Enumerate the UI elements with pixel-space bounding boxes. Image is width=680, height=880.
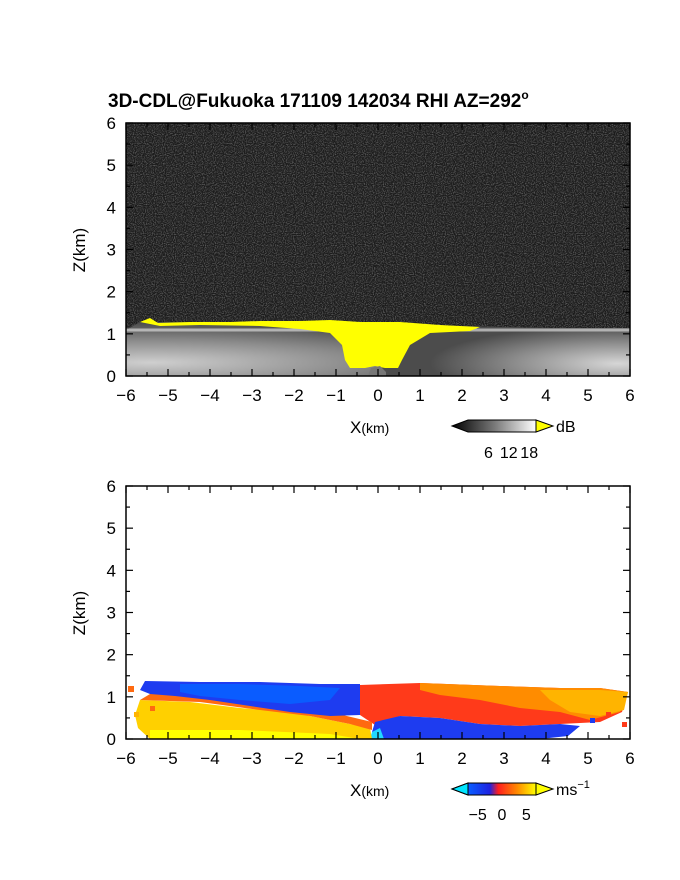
x-tick-label: 4: [541, 749, 550, 768]
x-tick-label: 3: [499, 386, 508, 405]
x-tick-label: −5: [158, 386, 177, 405]
y-tick-label: 4: [107, 198, 116, 217]
x-axis-label: X(km): [350, 418, 389, 437]
y-tick-label: 6: [107, 114, 116, 133]
y-tick-label: 3: [107, 241, 116, 260]
y-tick-label: 1: [107, 325, 116, 344]
y-tick-label: 3: [107, 604, 116, 623]
y-tick-label: 0: [107, 367, 116, 386]
colorbar-tick-label: −5: [469, 807, 487, 824]
x-tick-label: 3: [499, 749, 508, 768]
x-tick-label: −1: [326, 386, 345, 405]
x-tick-label: 4: [541, 386, 550, 405]
y-tick-label: 5: [107, 519, 116, 538]
x-tick-label: 5: [583, 749, 592, 768]
x-tick-label: −3: [242, 749, 261, 768]
backscatter-echo: [126, 318, 630, 376]
y-tick-label: 0: [107, 730, 116, 749]
colorbar-tick-label: 18: [520, 445, 538, 462]
x-tick-label: 6: [625, 386, 634, 405]
y-tick-label: 4: [107, 561, 116, 580]
x-axis-label: X(km): [350, 781, 389, 800]
colorbar-unit: ms−1: [556, 779, 590, 799]
y-tick-label: 2: [107, 283, 116, 302]
x-tick-label: 2: [457, 749, 466, 768]
y-tick-label: 6: [107, 477, 116, 496]
y-tick-label: 5: [107, 156, 116, 175]
y-tick-label: 1: [107, 688, 116, 707]
x-tick-label: 5: [583, 386, 592, 405]
x-tick-label: 2: [457, 386, 466, 405]
velocity-colorbar: −5 0 5 ms−1: [450, 779, 590, 824]
x-tick-label: −5: [158, 749, 177, 768]
colorbar-tick-label: 5: [522, 807, 531, 824]
x-tick-label: 6: [625, 749, 634, 768]
y-tick-label: 2: [107, 646, 116, 665]
x-tick-label: −2: [284, 749, 303, 768]
x-tick-label: −6: [116, 749, 135, 768]
colorbar-tick-label: 12: [500, 445, 518, 462]
x-tick-label: −2: [284, 386, 303, 405]
backscatter-colorbar: 6 12 18 dB: [450, 419, 576, 462]
x-tick-label: 1: [415, 386, 424, 405]
velocity-field: [128, 681, 628, 739]
x-tick-label: −6: [116, 386, 135, 405]
x-tick-label: −1: [326, 749, 345, 768]
x-tick-label: −4: [200, 386, 219, 405]
velocity-plot: −6 −5 −4 −3 −2 −1 0 1 2 3 4 5 6 0 1 2 3 4 5 6 X(km) Z(km) −…: [70, 477, 635, 824]
y-axis-label: Z(km): [70, 228, 89, 272]
colorbar-unit: dB: [556, 419, 576, 436]
x-tick-label: −4: [200, 749, 219, 768]
colorbar-tick-label: 0: [498, 807, 507, 824]
x-tick-label: 1: [415, 749, 424, 768]
x-tick-label: −3: [242, 386, 261, 405]
y-axis-label: Z(km): [70, 591, 89, 635]
colorbar-tick-label: 6: [484, 445, 493, 462]
x-tick-label: 0: [373, 749, 382, 768]
x-tick-label: 0: [373, 386, 382, 405]
figure-title: 3D-CDL@Fukuoka 171109 142034 RHI AZ=292o: [108, 88, 529, 112]
